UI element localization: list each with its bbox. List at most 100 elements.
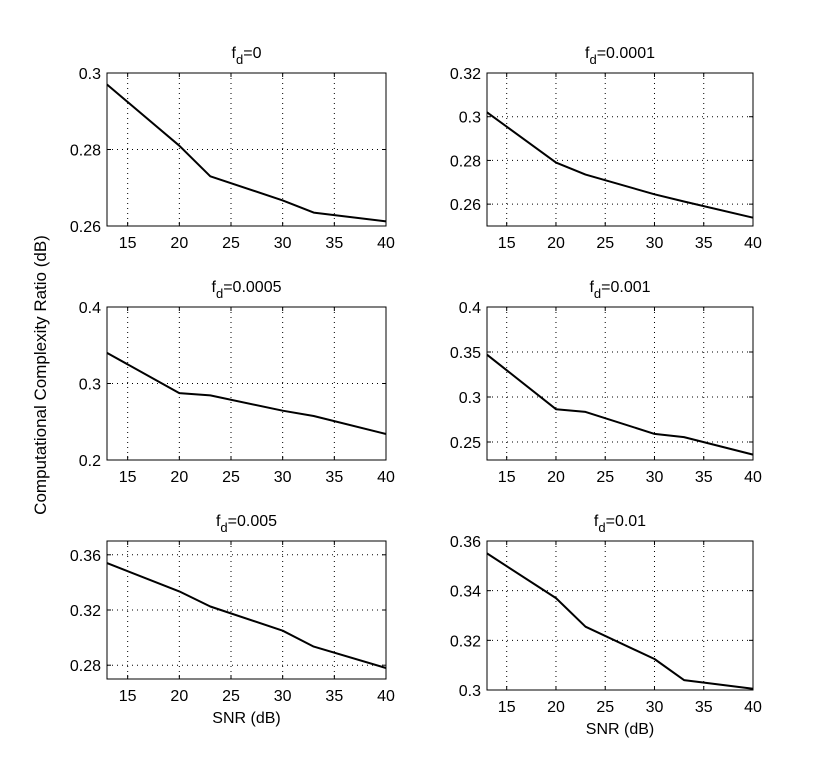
x-tick-label: 20 xyxy=(547,235,565,252)
x-tick-label: 25 xyxy=(596,699,614,716)
x-tick-label: 20 xyxy=(547,699,565,716)
x-tick-label: 30 xyxy=(274,469,292,486)
y-tick-label: 0.26 xyxy=(70,219,101,236)
title-value: =0.001 xyxy=(601,279,650,296)
x-tick-label: 25 xyxy=(596,469,614,486)
axes-frame xyxy=(486,540,754,691)
series-line xyxy=(486,552,754,690)
y-tick-label: 0.4 xyxy=(79,300,101,317)
title-main: f xyxy=(216,513,221,530)
subplot-3: 15 20 25 30 35 40 0.2 0.3 0.4 fd=0.0005 xyxy=(79,279,395,486)
title-value: =0.0005 xyxy=(223,279,281,296)
subplot-title: fd=0 xyxy=(232,45,262,67)
subplot-title: fd=0.0001 xyxy=(585,45,655,67)
subplot-title: fd=0.005 xyxy=(216,513,277,535)
axes-frame xyxy=(106,306,387,461)
title-value: =0.0001 xyxy=(597,45,655,62)
title-subscript: d xyxy=(589,52,596,67)
x-tick-label: 30 xyxy=(646,699,664,716)
series-line xyxy=(106,83,387,223)
plot-area xyxy=(487,541,753,690)
y-tick-label: 0.2 xyxy=(79,453,101,470)
y-tick-label: 0.36 xyxy=(450,534,481,551)
x-tick-label: 40 xyxy=(744,235,762,252)
x-tick-label: 20 xyxy=(170,235,188,252)
title-main: f xyxy=(212,279,217,296)
x-tick-label: 15 xyxy=(498,235,516,252)
y-tick-label: 0.3 xyxy=(79,66,101,83)
x-tick-label: 20 xyxy=(170,469,188,486)
subplot-6: 15 20 25 30 35 40 0.3 0.32 0.34 0.36 fd=0.01 SNR (d… xyxy=(450,513,762,738)
title-subscript: d xyxy=(598,520,605,535)
y-tick-label: 0.26 xyxy=(450,197,481,214)
subplot-1: 15 20 25 30 35 40 0.26 0.28 0.3 fd=0 xyxy=(70,45,395,252)
title-main: f xyxy=(589,279,594,296)
x-tick-label: 35 xyxy=(695,235,713,252)
x-tick-label: 15 xyxy=(119,688,137,705)
y-tick-label: 0.28 xyxy=(70,658,101,675)
subplot-4: 15 20 25 30 35 40 0.25 0.3 0.35 0.4 fd=0.001 xyxy=(450,279,762,486)
axes-frame xyxy=(106,540,387,680)
title-main: f xyxy=(594,513,599,530)
series-line xyxy=(106,352,387,435)
x-tick-label: 15 xyxy=(119,469,137,486)
x-axis-label: SNR (dB) xyxy=(586,721,654,738)
y-tick-label: 0.3 xyxy=(459,683,481,700)
x-tick-label: 30 xyxy=(274,235,292,252)
y-tick-label: 0.36 xyxy=(70,548,101,565)
x-tick-label: 20 xyxy=(547,469,565,486)
shared-y-axis-label: Computational Complexity Ratio (dB) xyxy=(31,235,50,515)
title-subscript: d xyxy=(236,52,243,67)
x-tick-label: 40 xyxy=(377,688,395,705)
plot-area xyxy=(487,307,753,460)
plot-area xyxy=(107,73,386,226)
y-tick-label: 0.25 xyxy=(450,435,481,452)
x-tick-label: 35 xyxy=(325,469,343,486)
plot-area xyxy=(487,73,753,226)
x-tick-label: 40 xyxy=(744,699,762,716)
axes-frame xyxy=(106,72,387,227)
x-tick-label: 20 xyxy=(170,688,188,705)
y-tick-label: 0.34 xyxy=(450,584,481,601)
x-axis-label: SNR (dB) xyxy=(212,710,280,727)
x-tick-label: 30 xyxy=(274,688,292,705)
x-tick-label: 30 xyxy=(646,235,664,252)
title-value: =0.005 xyxy=(228,513,277,530)
title-subscript: d xyxy=(220,520,227,535)
y-tick-label: 0.28 xyxy=(70,143,101,160)
y-tick-label: 0.4 xyxy=(459,300,481,317)
y-tick-label: 0.32 xyxy=(450,66,481,83)
x-tick-label: 25 xyxy=(222,469,240,486)
y-tick-label: 0.32 xyxy=(70,603,101,620)
title-main: f xyxy=(232,45,237,62)
y-tick-label: 0.3 xyxy=(459,110,481,127)
title-value: =0.01 xyxy=(606,513,647,530)
y-tick-label: 0.35 xyxy=(450,345,481,362)
subplot-grid: 15 20 25 30 35 400.260.280.3fd=015 20 25 30 35 400… xyxy=(70,45,762,738)
y-tick-label: 0.32 xyxy=(450,633,481,650)
title-main: f xyxy=(585,45,590,62)
series-line xyxy=(486,353,754,456)
subplot-title: fd=0.001 xyxy=(589,279,650,301)
x-tick-label: 40 xyxy=(377,469,395,486)
x-tick-label: 30 xyxy=(646,469,664,486)
axes-frame xyxy=(486,306,754,461)
subplot-5: 15 20 25 30 35 40 0.28 0.32 0.36 fd=0.005 SNR (dB) xyxy=(70,513,395,727)
y-tick-label: 0.28 xyxy=(450,153,481,170)
x-tick-label: 40 xyxy=(377,235,395,252)
x-tick-label: 25 xyxy=(222,235,240,252)
x-tick-label: 25 xyxy=(222,688,240,705)
title-value: =0 xyxy=(243,45,261,62)
x-tick-label: 15 xyxy=(498,699,516,716)
x-tick-label: 15 xyxy=(498,469,516,486)
subplot-2: 15 20 25 30 35 40 0.26 0.28 0.3 0.32 fd=0.0001 xyxy=(450,45,762,252)
y-tick-label: 0.3 xyxy=(459,390,481,407)
x-tick-label: 40 xyxy=(744,469,762,486)
x-tick-label: 35 xyxy=(325,688,343,705)
x-tick-label: 35 xyxy=(695,469,713,486)
series-line xyxy=(106,562,387,669)
x-tick-label: 25 xyxy=(596,235,614,252)
subplot-title: fd=0.0005 xyxy=(212,279,282,301)
x-tick-label: 35 xyxy=(325,235,343,252)
